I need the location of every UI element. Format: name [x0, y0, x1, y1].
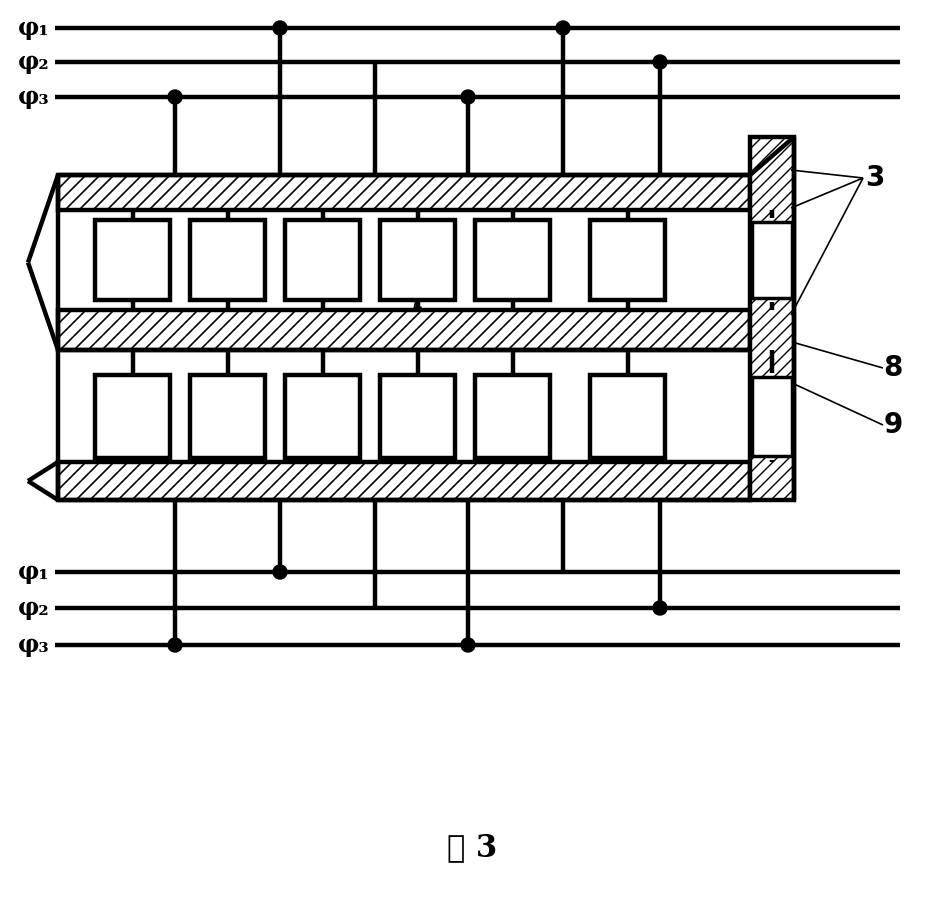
Bar	[58, 175, 750, 210]
Circle shape	[273, 565, 287, 579]
Circle shape	[653, 601, 667, 615]
Circle shape	[168, 638, 182, 652]
Text: φ₃: φ₃	[18, 85, 50, 109]
Bar	[190, 220, 265, 300]
Text: φ₂: φ₂	[18, 50, 50, 74]
Bar	[752, 222, 792, 298]
Bar	[285, 220, 360, 300]
Circle shape	[461, 90, 475, 104]
Bar	[475, 375, 550, 458]
Circle shape	[461, 638, 475, 652]
Text: 图 3: 图 3	[447, 833, 497, 863]
Bar	[58, 310, 750, 350]
Text: φ₁: φ₁	[18, 16, 50, 40]
Text: 8: 8	[884, 354, 902, 382]
Circle shape	[653, 55, 667, 69]
Bar	[58, 462, 750, 500]
Bar	[58, 462, 750, 500]
Bar	[95, 220, 170, 300]
Bar	[58, 310, 750, 350]
Bar	[285, 375, 360, 458]
Bar	[190, 375, 265, 458]
Bar	[590, 220, 665, 300]
Bar	[750, 137, 794, 500]
Bar	[590, 375, 665, 458]
Circle shape	[273, 21, 287, 35]
Text: 9: 9	[884, 411, 902, 439]
Bar	[95, 375, 170, 458]
Bar	[475, 220, 550, 300]
Bar	[750, 137, 794, 500]
Text: φ₁: φ₁	[18, 560, 50, 584]
Bar	[752, 377, 792, 456]
Circle shape	[556, 21, 570, 35]
Text: φ₂: φ₂	[18, 596, 50, 620]
Text: 3: 3	[866, 164, 885, 192]
Bar	[380, 375, 455, 458]
Text: φ₃: φ₃	[18, 633, 50, 657]
Circle shape	[168, 90, 182, 104]
Bar	[58, 175, 750, 210]
Text: L: L	[413, 294, 423, 312]
Bar	[380, 220, 455, 300]
